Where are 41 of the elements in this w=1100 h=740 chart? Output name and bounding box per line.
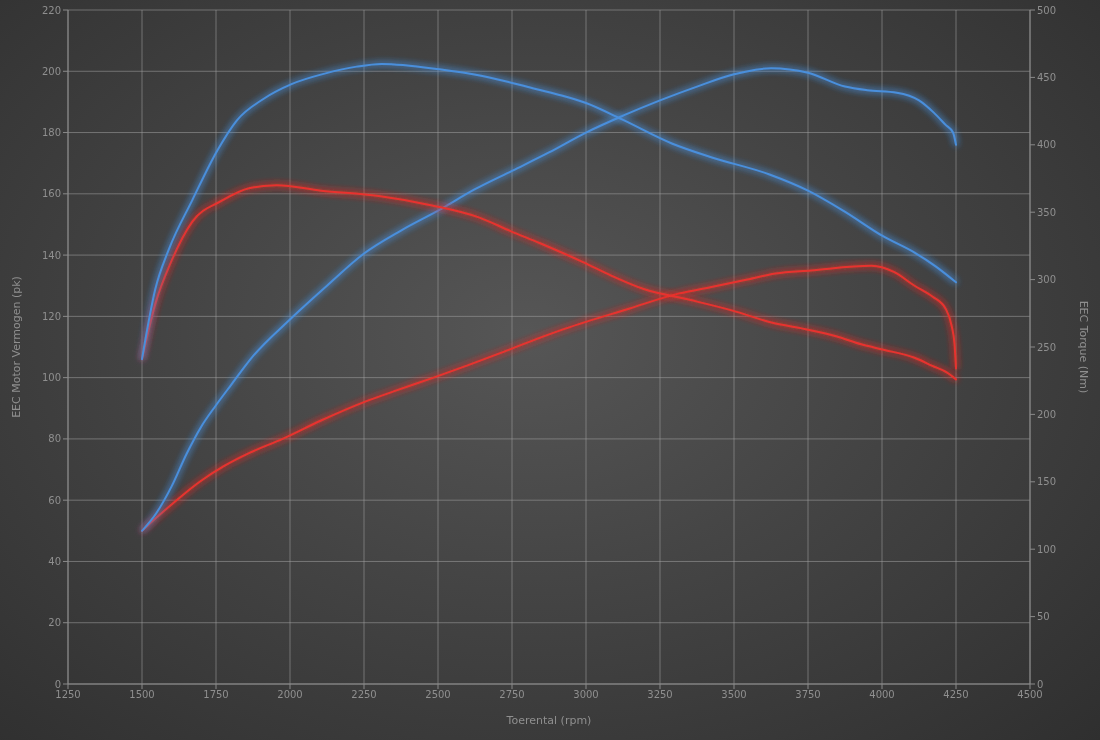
x-tick-label: 3000 — [573, 689, 599, 701]
x-tick-label: 1500 — [129, 689, 155, 701]
y-tick-label: 140 — [41, 249, 61, 261]
y-tick-label: 120 — [41, 310, 61, 322]
x-tick-label: 4500 — [1017, 689, 1043, 701]
y-tick-label: 0 — [54, 678, 61, 690]
x-tick-label: 2500 — [425, 689, 451, 701]
y-tick-label: 60 — [48, 494, 61, 506]
x-tick-label: 4000 — [869, 689, 895, 701]
y-tick-label: 100 — [41, 372, 61, 384]
y-tick-label: 180 — [41, 127, 61, 139]
x-tick-label: 3750 — [795, 689, 821, 701]
x-tick-label: 1250 — [55, 689, 81, 701]
x-tick-label: 2250 — [351, 689, 377, 701]
x-tick-label: 2000 — [277, 689, 303, 701]
y-tick-label: 200 — [41, 65, 61, 77]
y-tick-label: 40 — [48, 556, 61, 567]
y2-tick-label: 250 — [1037, 341, 1057, 353]
y2-tick-label: 400 — [1037, 139, 1057, 151]
x-axis-title: Toerental (rpm) — [505, 714, 592, 727]
y2-tick-label: 450 — [1037, 71, 1057, 83]
y-tick-label: 160 — [41, 188, 61, 200]
x-tick-label: 3500 — [721, 689, 747, 701]
y2-tick-label: 350 — [1037, 206, 1057, 218]
y2-tick-label: 200 — [1037, 408, 1057, 420]
line-series — [141, 67, 957, 532]
y-tick-label: 20 — [48, 617, 61, 629]
y2-tick-label: 150 — [1037, 476, 1057, 488]
y2-tick-label: 300 — [1037, 274, 1057, 286]
y2-axis-title: EEC Torque (Nm) — [1077, 300, 1091, 394]
x-tick-label: 1750 — [203, 689, 229, 701]
x-tick-label: 4250 — [943, 689, 969, 701]
y2-tick-label: 0 — [1037, 678, 1044, 690]
x-tick-label: 3250 — [647, 689, 673, 701]
y-tick-label: 80 — [48, 433, 61, 445]
y-tick-label: 220 — [41, 4, 61, 16]
x-tick-label: 2750 — [499, 689, 525, 701]
y2-tick-label: 500 — [1037, 4, 1057, 16]
y2-tick-label: 50 — [1037, 611, 1050, 623]
y2-tick-label: 100 — [1037, 543, 1057, 555]
y-axis-title: EEC Motor Vermogen (pk) — [9, 276, 23, 418]
